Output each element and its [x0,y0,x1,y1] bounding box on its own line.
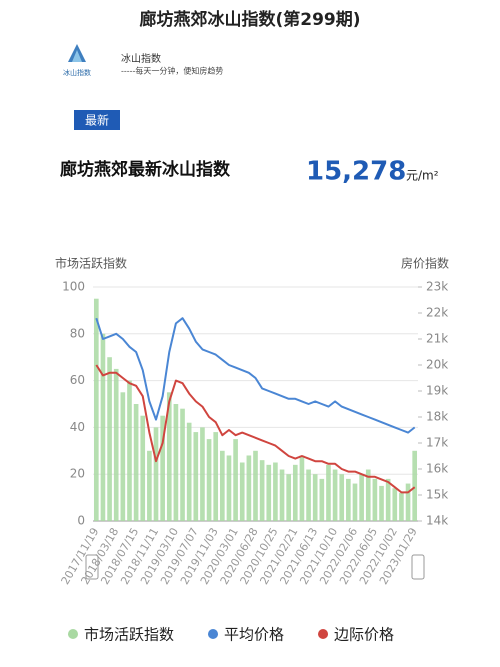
bar [127,380,132,521]
bar [133,404,139,521]
bar [160,415,165,521]
bar [279,469,285,521]
bar [246,455,252,521]
y2-tick-label: 21k [426,332,448,346]
bar [147,450,152,521]
y2-tick-label: 22k [426,306,448,320]
bar [193,432,199,521]
bar [266,464,272,521]
bar [173,404,179,521]
legend-marker [208,629,219,639]
bar [319,478,325,521]
bar [405,483,411,521]
y2-tick-label: 20k [426,358,448,372]
bar [166,392,172,521]
bar [399,492,404,521]
bar [392,488,398,521]
bar [239,462,245,521]
bar [186,422,192,521]
bar [200,427,205,521]
bar [286,474,291,521]
bar [100,333,106,521]
bar [93,298,99,521]
bar [273,462,278,521]
legend-label: 平均价格 [224,626,284,644]
bar [233,439,238,521]
bar [372,478,378,521]
bar [379,485,384,521]
bar [339,474,345,521]
y-tick-label: 60 [70,373,85,387]
y2-tick-label: 23k [426,280,448,294]
brand-name: 冰山指数 [121,52,161,65]
line [95,364,416,494]
bar [326,464,331,521]
bar [153,427,159,521]
bar [253,450,258,521]
legend-label: 市场活跃指数 [84,626,174,644]
y-tick-label: 40 [70,420,85,434]
bar [412,450,418,521]
bar [312,474,318,521]
bar [113,368,119,521]
badge-bg [74,110,120,130]
bar [359,474,364,521]
bar [346,478,351,521]
bar [220,450,225,521]
page-title: 廊坊燕郊冰山指数(第299期) [139,9,360,30]
y2-tick-label: 18k [426,410,448,424]
bar [259,460,265,521]
logo: 冰山指数 [63,44,91,77]
bar [292,464,298,521]
bar [180,408,185,521]
logo-text: 冰山指数 [63,68,91,77]
scroll-handles [85,554,425,580]
y-tick-label: 0 [77,514,85,528]
headline-value: 15,278 [306,157,406,187]
headline-unit: 元/m² [406,169,439,183]
y-tick-label: 20 [70,467,85,481]
y2-tick-label: 19k [426,384,448,398]
legend-marker [318,629,329,639]
bar [306,469,311,521]
headline-label: 廊坊燕郊最新冰山指数 [60,159,231,180]
y-axis-label: 市场活跃指数 [55,256,127,271]
y2-axis-label: 房价指数 [401,256,449,271]
bar [107,357,112,521]
y2-tick-label: 17k [426,436,448,450]
brand-tagline: -----每天一分钟，便知房趋势 [121,66,223,76]
legend-label: 边际价格 [334,626,394,644]
legend-marker [68,629,78,639]
y-tick-label: 80 [70,326,85,340]
bar [385,478,391,521]
bar [213,432,219,521]
bar [299,455,305,521]
bar [332,469,338,521]
bar [140,415,146,521]
bar [365,469,371,521]
line [95,317,416,434]
y-tick-label: 100 [62,280,85,294]
bar [120,392,126,521]
y2-tick-label: 14k [426,514,448,528]
bar [226,455,232,521]
y2-tick-label: 16k [426,462,448,476]
y2-tick-label: 15k [426,488,448,502]
bar [206,439,212,521]
bar [352,483,358,521]
badge: 最新 [85,113,109,128]
